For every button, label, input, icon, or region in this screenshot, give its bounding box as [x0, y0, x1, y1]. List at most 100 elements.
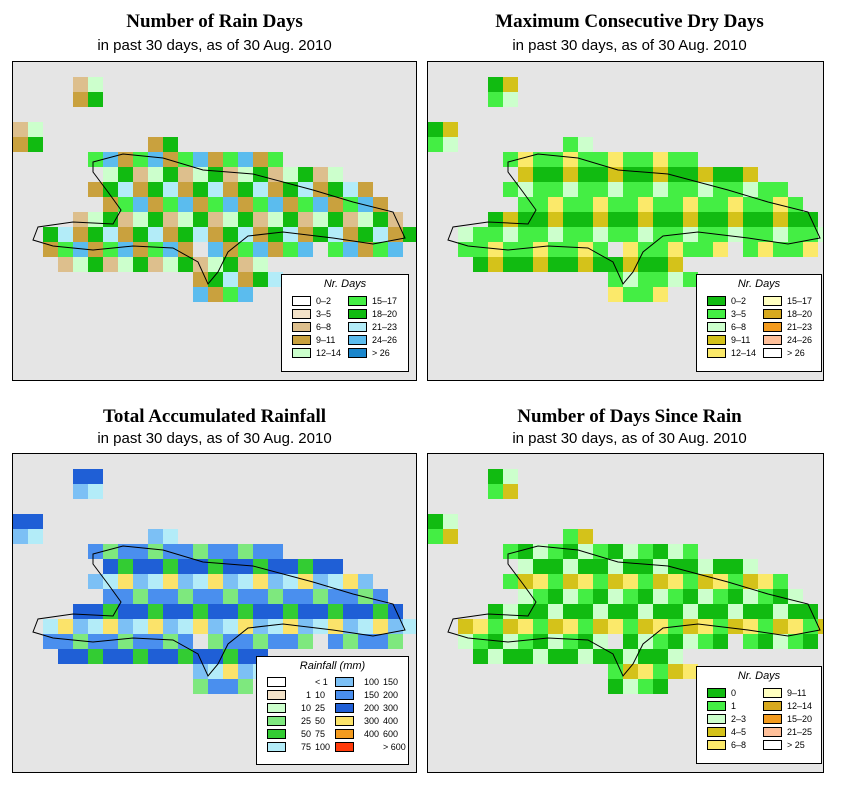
grid-cell	[548, 227, 563, 242]
grid-cell	[548, 619, 563, 634]
grid-cell	[713, 242, 728, 257]
grid-cell	[608, 167, 623, 182]
grid-cell	[608, 574, 623, 589]
panel-subtitle: in past 30 days, as of 30 Aug. 2010	[512, 430, 747, 447]
grid-cell	[328, 182, 343, 197]
grid-cell	[238, 604, 253, 619]
grid-cell	[43, 242, 58, 257]
legend-label: 6–8	[731, 740, 747, 750]
grid-cell	[773, 212, 788, 227]
grid-cell	[698, 634, 713, 649]
grid-cell	[343, 574, 358, 589]
grid-cell	[758, 182, 773, 197]
grid-cell	[193, 619, 208, 634]
grid-cell	[608, 679, 623, 694]
grid-cell	[103, 227, 118, 242]
legend-swatch	[267, 742, 286, 752]
grid-cell	[223, 152, 238, 167]
legend-swatch	[292, 335, 311, 345]
grid-cell	[208, 287, 223, 302]
grid-cell	[503, 574, 518, 589]
grid-cell	[458, 242, 473, 257]
grid-cell	[163, 152, 178, 167]
grid-cell	[193, 604, 208, 619]
grid-cell	[238, 152, 253, 167]
grid-cell	[773, 589, 788, 604]
grid-cell	[208, 604, 223, 619]
legend-label: > 26	[787, 348, 805, 358]
legend-swatch	[707, 335, 726, 345]
grid-cell	[238, 287, 253, 302]
legend-item: 6–8	[292, 321, 331, 333]
grid-cell	[458, 227, 473, 242]
grid-cell	[548, 152, 563, 167]
grid-cell	[713, 589, 728, 604]
legend-swatch	[763, 740, 782, 750]
grid-cell	[548, 574, 563, 589]
grid-cell	[728, 197, 743, 212]
grid-cell	[623, 559, 638, 574]
grid-cell	[208, 227, 223, 242]
map-rainfall: Rainfall (mm) < 1 1 10 10 25 25 50 50 75 75 1…	[12, 453, 417, 773]
grid-cell	[328, 619, 343, 634]
grid-cell	[373, 619, 388, 634]
grid-cell	[668, 257, 683, 272]
grid-cell	[148, 197, 163, 212]
legend-label-low: 25	[300, 716, 311, 726]
grid-cell	[28, 529, 43, 544]
grid-cell	[373, 242, 388, 257]
grid-cell	[593, 212, 608, 227]
legend-label-low: 300	[363, 716, 379, 726]
grid-cell	[43, 634, 58, 649]
grid-cell	[563, 634, 578, 649]
grid-cell	[313, 574, 328, 589]
grid-cell	[743, 559, 758, 574]
legend-label-high: > 600	[383, 742, 406, 752]
grid-cell	[163, 167, 178, 182]
grid-cell	[668, 604, 683, 619]
grid-cell	[608, 589, 623, 604]
grid-cell	[713, 182, 728, 197]
grid-cell	[653, 212, 668, 227]
grid-cell	[533, 559, 548, 574]
grid-cell	[88, 182, 103, 197]
grid-cell	[818, 619, 823, 634]
grid-cell	[593, 604, 608, 619]
map-legend: Nr. Days 0–2 3–5 6–8 9–11 12–14 15–17 18…	[696, 274, 822, 372]
grid-cell	[253, 589, 268, 604]
grid-cell	[298, 589, 313, 604]
grid-cell	[698, 197, 713, 212]
grid-cell	[253, 197, 268, 212]
grid-cell	[698, 212, 713, 227]
grid-cell	[503, 212, 518, 227]
grid-cell	[163, 257, 178, 272]
legend-item: 9–11	[763, 687, 806, 699]
grid-cell	[548, 167, 563, 182]
panel-subtitle: in past 30 days, as of 30 Aug. 2010	[97, 37, 332, 54]
grid-cell	[788, 242, 803, 257]
grid-cell	[623, 197, 638, 212]
grid-cell	[653, 619, 668, 634]
legend-label: > 26	[372, 348, 390, 358]
grid-cell	[223, 544, 238, 559]
grid-cell	[563, 574, 578, 589]
grid-cell	[148, 167, 163, 182]
grid-cell	[118, 227, 133, 242]
grid-cell	[653, 559, 668, 574]
grid-cell	[578, 604, 593, 619]
legend-item: < 1	[267, 676, 328, 688]
grid-cell	[518, 634, 533, 649]
grid-cell	[668, 272, 683, 287]
grid-cell	[653, 167, 668, 182]
legend-label: 24–26	[787, 335, 813, 345]
grid-cell	[773, 182, 788, 197]
legend-item: 4–5	[707, 726, 746, 738]
grid-cell	[163, 589, 178, 604]
grid-cell	[623, 152, 638, 167]
grid-cell	[593, 182, 608, 197]
grid-cell	[238, 589, 253, 604]
grid-cell	[653, 182, 668, 197]
legend-swatch	[763, 322, 782, 332]
grid-cell	[488, 634, 503, 649]
grid-cell	[653, 589, 668, 604]
